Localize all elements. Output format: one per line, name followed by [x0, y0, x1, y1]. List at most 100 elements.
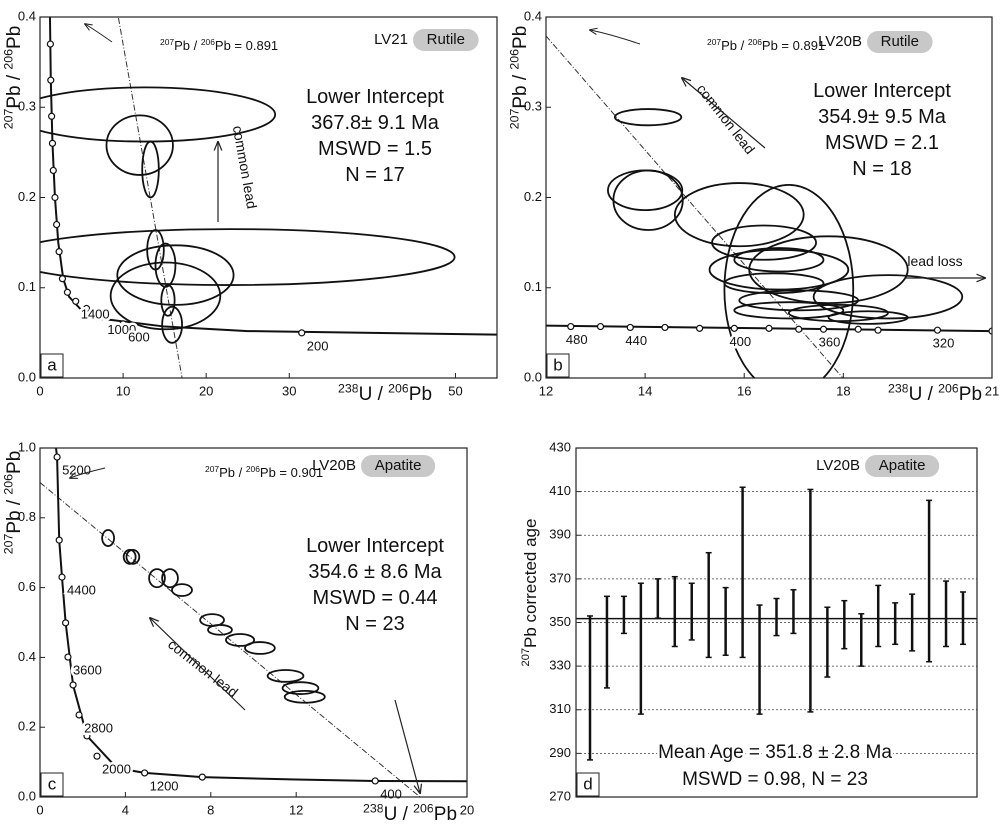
- y-tick-label: 430: [549, 439, 571, 454]
- ratio-label: 207Pb / 206Pb = 0.891: [160, 37, 278, 53]
- x-tick-label: 12: [539, 383, 553, 398]
- label-part: U /: [909, 384, 939, 405]
- superscript: 238: [338, 381, 359, 395]
- y-tick-label: 0.4: [524, 8, 542, 23]
- error-ellipse: [109, 261, 222, 331]
- concordia-curve: [48, 17, 497, 336]
- error-ellipse: [161, 568, 179, 589]
- label-part: Pb: [959, 384, 982, 405]
- label-part: Pb /: [4, 495, 25, 534]
- panel-letter-box: [546, 353, 570, 378]
- age-label: 1000: [107, 322, 136, 337]
- age-marker: [51, 193, 59, 202]
- x-tick-label: 14: [638, 383, 652, 398]
- age-marker: [371, 777, 379, 785]
- superscript: 206: [201, 37, 215, 47]
- result-text: Lower Intercept: [306, 86, 444, 108]
- result-text: Mean Age = 351.8 ± 2.8 Ma: [658, 742, 892, 763]
- age-marker: [874, 326, 882, 334]
- trend-label: common lead: [165, 636, 241, 700]
- panel-letter-box: [40, 772, 64, 797]
- concordia-curve: [55, 448, 467, 783]
- ratio-arrow: [590, 30, 641, 45]
- label-part: Pb = 0.891: [762, 38, 825, 53]
- sample-name: LV21: [374, 31, 408, 48]
- error-ellipse: [225, 633, 256, 647]
- age-marker: [53, 453, 61, 461]
- result-text: N = 18: [852, 158, 911, 180]
- result-text: Lower Intercept: [306, 535, 444, 557]
- age-marker: [47, 76, 55, 84]
- age-marker: [75, 711, 83, 719]
- y-tick-label: 0.3: [524, 99, 542, 114]
- age-marker: [730, 324, 738, 332]
- ratio-label: 207Pb / 206Pb = 0.901: [205, 464, 323, 480]
- y-tick-label: 0.4: [18, 8, 36, 23]
- age-marker: [93, 752, 101, 760]
- age-label: 400: [380, 786, 402, 801]
- x-tick-label: 20: [460, 802, 474, 817]
- trend-arrow: [150, 618, 246, 711]
- y-tick-label: 0.0: [524, 369, 542, 384]
- age-label: 360: [819, 335, 841, 350]
- y-axis-title: 207Pb / 206Pb: [1, 451, 25, 555]
- age-marker: [933, 326, 942, 334]
- x-tick-label: 30: [282, 383, 296, 398]
- age-label: 2800: [84, 720, 113, 735]
- y-tick-label: 310: [549, 701, 571, 716]
- mineral-badge: [867, 31, 933, 53]
- error-ellipse: [122, 549, 137, 565]
- superscript: 206: [748, 37, 762, 47]
- mineral-badge: [865, 455, 940, 477]
- error-ellipse: [733, 301, 845, 320]
- age-label: 400: [729, 334, 751, 349]
- error-ellipse: [125, 549, 141, 565]
- age-marker: [141, 769, 149, 777]
- panel-letter-box: [576, 772, 600, 797]
- age-marker: [988, 327, 992, 335]
- loss-label: lead loss: [907, 253, 962, 269]
- x-tick-label: 20: [199, 383, 213, 398]
- axes-frame: [575, 447, 978, 798]
- sample-name: LV20B: [818, 33, 862, 50]
- age-marker: [113, 764, 121, 772]
- age-marker: [63, 288, 72, 296]
- ratio-label: 207Pb / 206Pb = 0.891: [707, 37, 825, 53]
- error-ellipse: [738, 289, 860, 312]
- error-ellipse: [116, 244, 235, 306]
- age-label: 3600: [73, 662, 102, 677]
- age-marker: [62, 619, 70, 627]
- result-text: MSWD = 2.1: [825, 132, 939, 154]
- age-marker: [819, 325, 828, 333]
- superscript: 207: [1, 534, 15, 555]
- y-tick-label: 0.0: [18, 788, 36, 803]
- error-ellipse: [244, 641, 276, 655]
- superscript: 206: [413, 801, 434, 815]
- y-tick-label: 0.2: [18, 719, 36, 734]
- age-marker: [58, 275, 67, 283]
- error-ellipse: [141, 140, 160, 199]
- error-ellipse: [171, 583, 193, 597]
- error-ellipse: [266, 669, 305, 683]
- y-axis-title: 207Pb / 206Pb: [1, 26, 25, 130]
- error-ellipse: [812, 274, 964, 320]
- y-axis-title: 207Pb / 206Pb: [507, 26, 531, 130]
- label-part: Pb: [409, 384, 432, 405]
- label-part: Pb /: [510, 70, 531, 109]
- age-marker: [854, 325, 862, 333]
- sample-name: LV20B: [312, 457, 356, 474]
- label-part: Pb = 0.901: [260, 465, 323, 480]
- error-ellipse: [723, 272, 825, 295]
- age-label: 200: [307, 338, 329, 353]
- x-axis-title: 238U / 206Pb: [363, 801, 457, 825]
- age-marker: [198, 773, 206, 781]
- result-text: 354.9± 9.5 Ma: [818, 106, 947, 128]
- error-ellipse: [40, 228, 456, 286]
- axes-frame: [39, 447, 468, 798]
- age-label: 600: [128, 329, 150, 344]
- superscript: 206: [388, 381, 409, 395]
- x-axis-title: 238U / 206Pb: [888, 381, 982, 405]
- error-ellipse: [613, 108, 683, 127]
- result-text: N = 17: [345, 164, 404, 186]
- age-label: 1400: [81, 307, 110, 322]
